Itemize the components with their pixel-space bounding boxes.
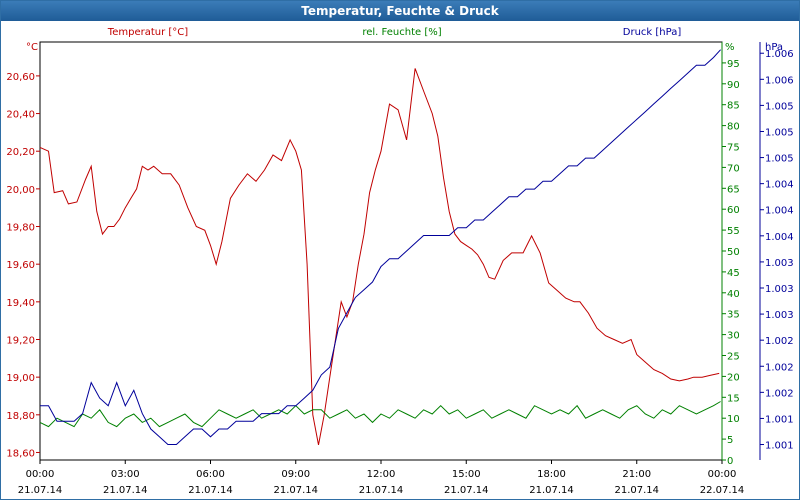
pressure-tick-label: 1.004: [765, 180, 794, 191]
x-tick-time-label: 00:00: [708, 469, 737, 480]
x-tick-date-label: 21.07.14: [614, 485, 659, 496]
temperature-series-line: [39, 68, 720, 445]
x-tick-date-label: 21.07.14: [359, 485, 404, 496]
x-tick-time-label: 12:00: [367, 469, 396, 480]
humidity-tick-label: 75: [727, 143, 740, 154]
temperature-tick-label: 20,20: [6, 147, 35, 158]
x-tick-time-label: 15:00: [452, 469, 481, 480]
plot-area: [39, 41, 723, 461]
humidity-tick-label: 5: [727, 435, 733, 446]
humidity-tick-label: 0: [727, 456, 733, 467]
temperature-tick-label: 18,60: [6, 448, 35, 459]
pressure-tick-label: 1.002: [765, 336, 794, 347]
pressure-tick-label: 1.002: [765, 362, 794, 373]
pressure-axis-title: Druck [hPa]: [623, 27, 682, 38]
x-tick-time-label: 06:00: [196, 469, 225, 480]
humidity-tick-label: 60: [727, 205, 740, 216]
temperature-tick-label: 19,60: [6, 260, 35, 271]
temperature-tick-label: 19,20: [6, 335, 35, 346]
x-tick-date-label: 21.07.14: [273, 485, 318, 496]
temperature-tick-label: 20,60: [6, 72, 35, 83]
humidity-tick-label: 45: [727, 268, 740, 279]
humidity-series-line: [39, 401, 721, 428]
pressure-tick-label: 1.006: [765, 49, 794, 60]
x-tick-time-label: 09:00: [281, 469, 310, 480]
x-tick-time-label: 18:00: [537, 469, 566, 480]
temperature-tick-label: 18,80: [6, 411, 35, 422]
pressure-tick-label: 1.005: [765, 127, 794, 138]
axis-labels: 00:00 21.07.14 03:00 21.07.14 06:00 21.07.14 0…: [6, 27, 793, 496]
series-lines: [39, 49, 721, 445]
x-tick-time-label: 21:00: [622, 469, 651, 480]
pressure-tick-label: 1.001: [765, 441, 794, 452]
temperature-tick-label: 20,00: [6, 185, 35, 196]
humidity-tick-label: 55: [727, 226, 740, 237]
pressure-tick-label: 1.004: [765, 232, 794, 243]
pressure-tick-label: 1.001: [765, 414, 794, 425]
pressure-tick-label: 1.003: [765, 310, 794, 321]
x-tick-date-label: 21.07.14: [444, 485, 489, 496]
humidity-tick-label: 35: [727, 310, 740, 321]
temperature-tick-label: 20,40: [6, 110, 35, 121]
x-tick-time-label: 03:00: [111, 469, 140, 480]
chart-title: Temperatur, Feuchte & Druck: [1, 1, 799, 21]
humidity-tick-label: 95: [727, 59, 740, 70]
x-tick-time-label: 00:00: [26, 469, 55, 480]
pressure-tick-label: 1.005: [765, 101, 794, 112]
humidity-tick-label: 40: [727, 289, 740, 300]
x-tick-date-label: 21.07.14: [529, 485, 574, 496]
axes: [36, 41, 764, 464]
pressure-series-line: [40, 49, 721, 445]
pressure-tick-label: 1.004: [765, 206, 794, 217]
temperature-axis-title: Temperatur [°C]: [107, 27, 188, 38]
humidity-tick-label: 15: [727, 393, 740, 404]
temperature-tick-label: 19,80: [6, 223, 35, 234]
humidity-axis-title: rel. Feuchte [%]: [362, 27, 441, 38]
pressure-tick-label: 1.003: [765, 258, 794, 269]
x-tick-date-label: 21.07.14: [103, 485, 148, 496]
pressure-tick-label: 1.005: [765, 154, 794, 165]
temperature-tick-label: 19,40: [6, 298, 35, 309]
humidity-tick-label: 85: [727, 101, 740, 112]
humidity-unit-label: %: [725, 42, 735, 53]
humidity-tick-label: 80: [727, 122, 740, 133]
pressure-tick-label: 1.003: [765, 284, 794, 295]
humidity-tick-label: 20: [727, 372, 740, 383]
humidity-tick-label: 70: [727, 163, 740, 174]
x-tick-date-label: 21.07.14: [18, 485, 63, 496]
pressure-tick-label: 1.002: [765, 388, 794, 399]
pressure-tick-label: 1.006: [765, 75, 794, 86]
humidity-tick-label: 65: [727, 184, 740, 195]
humidity-tick-label: 50: [727, 247, 740, 258]
humidity-tick-label: 10: [727, 414, 740, 425]
pressure-unit-label: hPa: [765, 42, 783, 53]
humidity-tick-label: 30: [727, 331, 740, 342]
x-tick-date-label: 22.07.14: [700, 485, 745, 496]
humidity-tick-label: 25: [727, 352, 740, 363]
humidity-tick-label: 90: [727, 80, 740, 91]
x-tick-date-label: 21.07.14: [188, 485, 233, 496]
temperature-unit-label: °C: [26, 42, 38, 53]
temperature-tick-label: 19,00: [6, 373, 35, 384]
